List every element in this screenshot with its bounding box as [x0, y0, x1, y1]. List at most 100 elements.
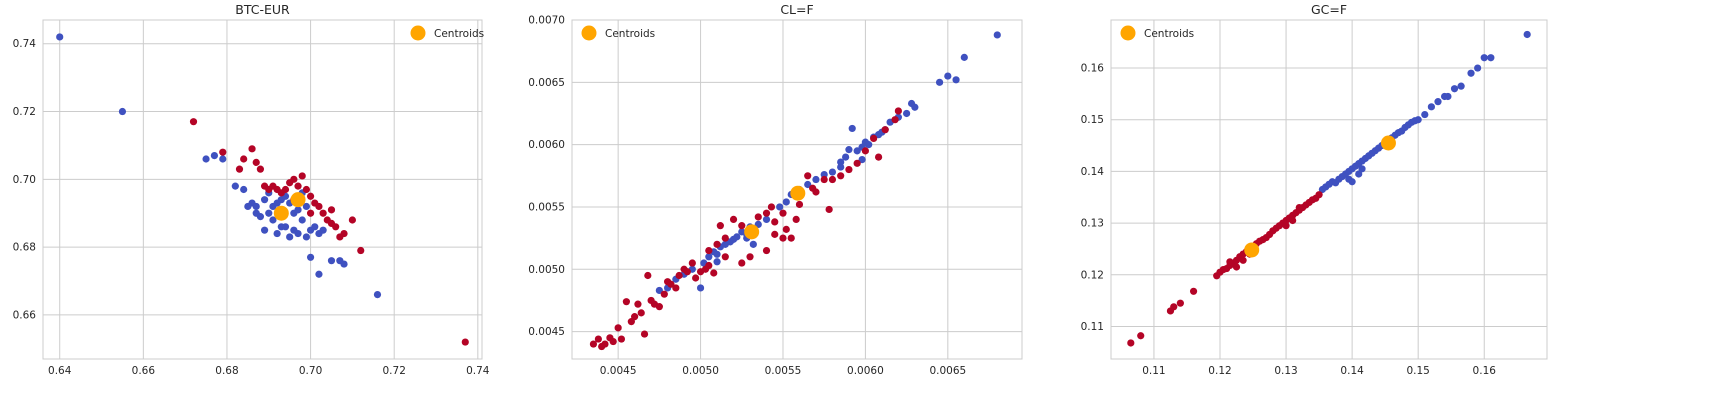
x-tick-label: 0.70	[299, 365, 322, 377]
data-point	[290, 226, 298, 234]
data-point	[865, 141, 873, 149]
data-point	[845, 165, 853, 174]
data-point	[729, 215, 738, 224]
data-point	[252, 209, 260, 217]
data-point	[315, 270, 323, 278]
data-point	[594, 335, 602, 343]
data-point	[461, 338, 469, 346]
data-point	[327, 206, 336, 214]
data-point	[340, 229, 348, 238]
cluster-series-1	[189, 118, 469, 346]
data-point	[853, 147, 861, 155]
centroid-point	[744, 224, 760, 240]
data-point	[771, 218, 779, 226]
legend-label: Centroids	[434, 28, 484, 40]
data-point	[733, 233, 741, 241]
data-point	[601, 340, 609, 348]
data-point	[713, 240, 721, 248]
data-point	[1345, 175, 1353, 183]
data-point	[1176, 299, 1184, 307]
chart-title: GC=F	[1311, 2, 1347, 17]
data-point	[779, 209, 787, 217]
data-point	[189, 118, 198, 126]
data-point	[298, 216, 306, 224]
x-tick-label: 0.12	[1208, 365, 1231, 377]
data-point	[655, 303, 663, 311]
data-point	[1127, 339, 1135, 347]
data-point	[248, 145, 256, 153]
data-point	[675, 271, 683, 280]
data-point	[1137, 332, 1145, 340]
data-point	[240, 185, 248, 194]
data-point	[294, 206, 302, 214]
data-point	[696, 284, 705, 292]
data-point	[637, 309, 645, 317]
data-point	[705, 246, 713, 255]
data-point	[820, 170, 828, 179]
data-point	[332, 223, 340, 231]
y-tick-label: 0.70	[13, 174, 36, 186]
cluster-series-0	[56, 33, 382, 299]
data-point	[903, 109, 911, 118]
data-point	[738, 259, 746, 267]
data-point	[782, 198, 790, 206]
y-tick-label: 0.0045	[528, 326, 565, 338]
data-point	[861, 147, 870, 155]
data-point	[640, 330, 649, 338]
data-point	[340, 260, 348, 268]
x-tick-label: 0.0055	[765, 365, 802, 377]
data-point	[319, 226, 327, 234]
data-point	[762, 209, 771, 217]
data-point	[319, 209, 327, 217]
data-point	[804, 180, 812, 189]
y-tick-label: 0.15	[1081, 114, 1104, 126]
y-tick-label: 0.13	[1081, 218, 1104, 230]
data-point	[1289, 216, 1297, 225]
x-tick-label: 0.0050	[682, 365, 719, 377]
y-tick-label: 0.72	[13, 106, 36, 118]
data-point	[235, 165, 244, 173]
x-tick-label: 0.68	[215, 365, 238, 377]
data-point	[298, 172, 306, 180]
data-point	[792, 215, 800, 224]
x-tick-label: 0.13	[1274, 365, 1297, 377]
y-tick-label: 0.66	[13, 309, 37, 321]
data-point	[240, 155, 248, 163]
y-tick-label: 0.0050	[528, 264, 565, 276]
legend-label: Centroids	[1144, 28, 1194, 40]
data-point	[891, 116, 899, 124]
data-point	[1480, 54, 1488, 62]
chart-title: CL=F	[780, 2, 813, 17]
data-point	[1523, 30, 1531, 39]
data-point	[828, 175, 837, 184]
data-point	[721, 253, 729, 261]
y-tick-label: 0.11	[1081, 321, 1104, 333]
data-point	[302, 202, 310, 211]
y-tick-label: 0.14	[1081, 166, 1105, 178]
data-point	[327, 257, 336, 265]
data-point	[705, 261, 713, 270]
data-point	[1232, 263, 1241, 271]
centroid-point	[1244, 242, 1260, 258]
data-point	[357, 246, 365, 255]
data-point	[692, 274, 700, 282]
data-point	[812, 188, 820, 196]
data-point	[787, 234, 795, 242]
y-tick-label: 0.0055	[528, 201, 565, 213]
data-point	[655, 286, 663, 295]
data-point	[845, 146, 853, 154]
data-point	[1358, 165, 1366, 173]
y-tick-label: 0.12	[1081, 269, 1104, 281]
x-tick-label: 0.0065	[929, 365, 966, 377]
data-point	[256, 165, 265, 173]
data-point	[660, 290, 668, 298]
x-tick-label: 0.11	[1142, 365, 1165, 377]
centroid-series	[744, 185, 806, 240]
data-point	[738, 222, 746, 230]
data-point	[960, 53, 968, 61]
data-point	[894, 107, 902, 115]
data-point	[622, 298, 630, 306]
centroid-point	[273, 205, 289, 221]
y-tick-label: 0.0070	[528, 15, 565, 27]
